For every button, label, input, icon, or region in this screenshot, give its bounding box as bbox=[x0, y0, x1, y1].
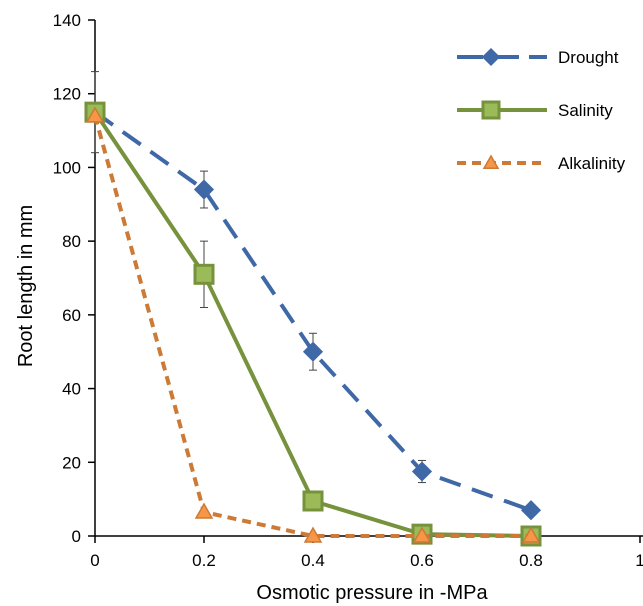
y-tick-label: 60 bbox=[62, 306, 81, 325]
y-tick-label: 140 bbox=[53, 11, 81, 30]
series-alkalinity bbox=[85, 106, 541, 543]
legend-marker bbox=[481, 100, 501, 120]
plot-area bbox=[84, 71, 542, 547]
x-tick-label: 1 bbox=[635, 551, 643, 570]
series-line bbox=[93, 115, 531, 538]
axes bbox=[94, 20, 643, 537]
data-point bbox=[411, 461, 433, 482]
y-tick-label: 20 bbox=[62, 453, 81, 472]
y-tick-label: 100 bbox=[53, 158, 81, 177]
legend-marker bbox=[481, 47, 501, 67]
legend-item: Alkalinity bbox=[457, 154, 626, 173]
x-tick-label: 0.2 bbox=[192, 551, 216, 570]
legend-marker bbox=[482, 154, 500, 169]
legend-item: Drought bbox=[457, 47, 619, 67]
x-axis-title: Osmotic pressure in -MPa bbox=[256, 582, 488, 604]
y-tick-label: 40 bbox=[62, 380, 81, 399]
legend-item: Salinity bbox=[457, 100, 613, 120]
y-axis-ticks: 0 20 40 60 80 100 120 140 bbox=[53, 11, 95, 546]
y-tick-label: 120 bbox=[53, 85, 81, 104]
series-drought bbox=[84, 71, 542, 521]
x-tick-label: 0.4 bbox=[301, 551, 325, 570]
data-point bbox=[193, 179, 215, 200]
data-point bbox=[302, 490, 324, 512]
data-point bbox=[302, 341, 324, 362]
x-axis-ticks: 0 0.2 0.4 0.6 0.8 1 bbox=[90, 536, 643, 570]
y-tick-label: 0 bbox=[72, 527, 81, 546]
legend: Drought Salinity Alkalinity bbox=[457, 47, 626, 173]
x-tick-label: 0 bbox=[90, 551, 99, 570]
series-line bbox=[93, 111, 532, 538]
data-point bbox=[85, 106, 105, 123]
legend-label: Alkalinity bbox=[558, 154, 626, 173]
legend-label: Drought bbox=[558, 48, 619, 67]
series-line bbox=[93, 110, 532, 513]
data-point bbox=[193, 263, 215, 285]
x-tick-label: 0.8 bbox=[519, 551, 543, 570]
data-point bbox=[520, 500, 542, 521]
data-point bbox=[412, 526, 432, 543]
x-tick-label: 0.6 bbox=[410, 551, 434, 570]
data-point bbox=[303, 526, 323, 543]
data-point bbox=[194, 502, 214, 519]
legend-label: Salinity bbox=[558, 101, 613, 120]
data-point bbox=[521, 526, 541, 543]
y-axis-title: Root length in mm bbox=[15, 205, 37, 367]
y-tick-label: 80 bbox=[62, 232, 81, 251]
